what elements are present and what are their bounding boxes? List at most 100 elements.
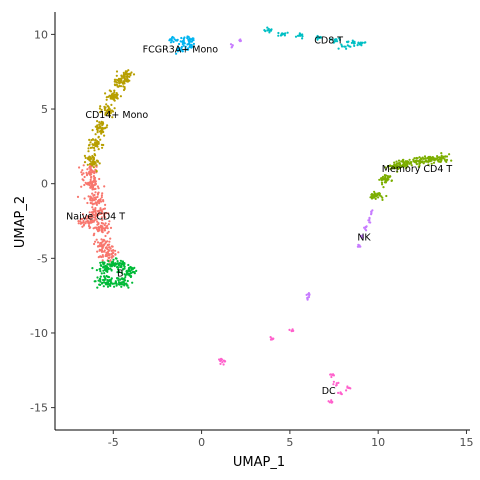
point: [92, 175, 95, 178]
point: [100, 210, 104, 213]
point: [104, 92, 107, 95]
point: [89, 215, 92, 219]
point: [330, 375, 333, 379]
point: [86, 157, 89, 160]
point: [114, 253, 117, 256]
point: [169, 41, 173, 44]
point: [81, 173, 84, 176]
point: [101, 259, 104, 262]
point: [85, 217, 88, 220]
point: [186, 35, 189, 38]
cluster-fcgr3a-mono: [168, 35, 195, 55]
point: [100, 143, 103, 146]
point: [91, 199, 94, 202]
point: [370, 210, 373, 213]
point: [103, 109, 107, 112]
point: [383, 174, 386, 177]
point: [101, 121, 104, 124]
point: [100, 196, 103, 199]
point: [392, 166, 395, 169]
point: [92, 234, 95, 237]
point: [123, 265, 126, 268]
y-tick-label: -15: [30, 402, 48, 415]
point: [332, 374, 335, 377]
point: [99, 138, 102, 141]
point: [121, 268, 124, 271]
point: [119, 259, 122, 262]
point: [444, 159, 447, 162]
cluster-label: FCGR3A+ Mono: [143, 44, 219, 55]
point: [100, 242, 103, 245]
point: [101, 129, 104, 132]
point: [113, 89, 116, 92]
point: [106, 124, 109, 127]
point: [424, 157, 427, 160]
point: [406, 165, 409, 168]
point: [102, 285, 105, 288]
point: [430, 156, 433, 159]
point: [91, 156, 94, 159]
point: [121, 283, 124, 286]
point: [368, 218, 371, 222]
point: [445, 158, 449, 161]
point: [94, 154, 97, 157]
point: [305, 293, 308, 296]
point: [103, 127, 106, 130]
point: [96, 241, 100, 244]
point: [117, 268, 120, 271]
point: [170, 39, 173, 42]
point: [99, 224, 103, 227]
point: [97, 256, 100, 259]
point: [96, 210, 99, 213]
point: [93, 179, 96, 182]
point: [94, 138, 97, 141]
point: [126, 284, 129, 287]
point: [282, 32, 285, 35]
point: [111, 110, 115, 113]
point: [131, 281, 134, 284]
point: [94, 198, 97, 201]
point: [98, 162, 101, 165]
point: [106, 227, 109, 230]
point: [98, 249, 101, 252]
point: [94, 215, 97, 218]
point: [107, 212, 110, 215]
point: [340, 43, 343, 46]
point: [119, 278, 122, 281]
point: [175, 52, 178, 55]
point: [85, 174, 89, 177]
point: [115, 92, 118, 95]
point: [394, 164, 397, 167]
point: [111, 116, 114, 119]
point: [400, 165, 403, 168]
point: [231, 44, 234, 47]
point: [331, 373, 334, 377]
point: [91, 160, 94, 163]
point: [105, 96, 108, 99]
point: [224, 360, 227, 363]
point: [91, 203, 94, 206]
point: [91, 185, 94, 188]
point: [92, 216, 95, 219]
point: [412, 158, 415, 161]
point: [109, 237, 112, 240]
point: [79, 220, 82, 223]
point: [103, 261, 106, 264]
point: [413, 157, 416, 160]
point: [189, 45, 192, 49]
point: [277, 31, 280, 35]
point: [398, 167, 401, 170]
point: [432, 156, 435, 159]
point: [123, 78, 126, 81]
point: [417, 160, 420, 163]
point: [86, 168, 89, 171]
point: [365, 229, 368, 232]
point: [97, 279, 100, 282]
point: [343, 45, 346, 48]
point: [389, 175, 392, 178]
point: [418, 156, 421, 159]
point: [120, 75, 123, 78]
point: [266, 29, 269, 32]
point: [364, 41, 367, 44]
point: [416, 157, 419, 160]
